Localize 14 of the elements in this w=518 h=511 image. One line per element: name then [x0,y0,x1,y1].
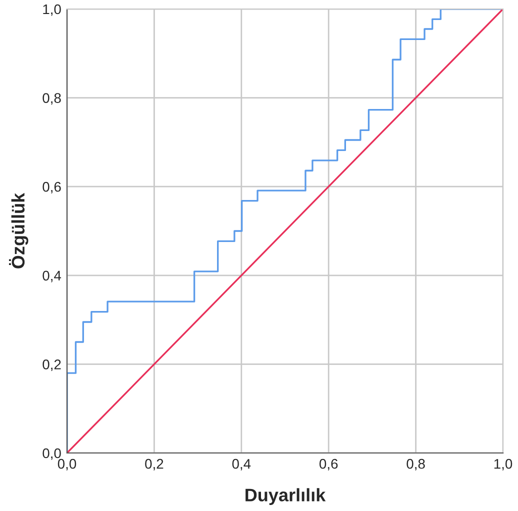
x-tick-label: 1,0 [494,458,512,470]
y-axis-title: Özgüllük [9,192,28,268]
y-tick-label: 0,8 [42,93,61,105]
y-tick-label: 0,0 [42,448,61,460]
y-tick-label: 1,0 [43,4,61,16]
y-tick-label: 0,4 [42,270,62,282]
x-tick-label: 0,2 [145,458,164,470]
x-tick-label: 0,0 [58,458,76,470]
y-tick-label: 0,6 [42,182,61,194]
x-tick-label: 0,8 [406,458,425,470]
y-tick-label: 0,2 [42,360,61,372]
x-axis-title: Duyarlılık [246,488,326,505]
x-tick-label: 0,6 [319,458,338,470]
x-tick-label: 0,4 [232,458,251,470]
